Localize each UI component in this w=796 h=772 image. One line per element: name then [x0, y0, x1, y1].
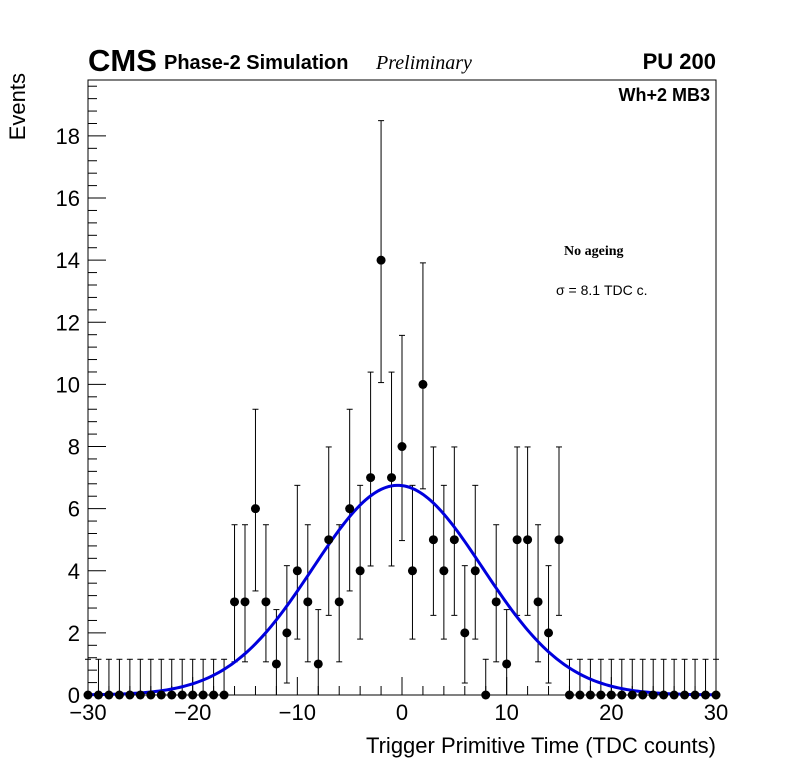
data-point: [313, 659, 323, 669]
y-tick-label: 12: [56, 310, 80, 335]
simulation-label: Phase-2 Simulation: [164, 52, 349, 74]
data-point: [460, 628, 470, 638]
data-point: [177, 690, 187, 700]
data-point: [282, 628, 292, 638]
data-point: [481, 690, 491, 700]
data-point: [470, 566, 480, 576]
data-point: [680, 690, 690, 700]
data-point: [544, 628, 554, 638]
data-point: [167, 690, 177, 700]
data-point: [648, 690, 658, 700]
data-point: [502, 659, 512, 669]
data-point: [512, 535, 522, 545]
y-tick-label: 6: [68, 497, 80, 522]
data-point: [439, 566, 449, 576]
data-point: [387, 473, 397, 483]
cms-label: CMS: [88, 43, 157, 78]
data-point: [303, 597, 313, 607]
x-tick-label: −20: [174, 700, 211, 725]
data-point: [638, 690, 648, 700]
axis-ticks: −30 −20 −10 0 10 20 30 0 2 4 6 8 10 12 14 16 18: [56, 85, 728, 725]
data-point: [554, 535, 564, 545]
data-point: [334, 597, 344, 607]
y-tick-label: 16: [56, 186, 80, 211]
data-point: [261, 597, 271, 607]
data-point: [324, 535, 334, 545]
y-tick-label: 8: [68, 435, 80, 460]
y-tick-label: 4: [68, 559, 80, 584]
x-tick-label: 20: [599, 700, 623, 725]
y-tick-label: 2: [68, 621, 80, 646]
data-point: [407, 566, 417, 576]
preliminary-label: Preliminary: [375, 52, 472, 74]
y-tick-label: 0: [68, 683, 80, 708]
y-axis-title: Events: [5, 73, 30, 140]
data-point: [188, 690, 198, 700]
data-point: [418, 379, 428, 389]
data-point: [125, 690, 135, 700]
data-point: [690, 690, 700, 700]
data-point: [659, 690, 669, 700]
x-tick-label: −30: [69, 700, 106, 725]
data-point: [669, 690, 679, 700]
data-point: [198, 690, 208, 700]
data-point: [156, 690, 166, 700]
data-point: [606, 690, 616, 700]
data-point: [230, 597, 240, 607]
data-point: [711, 690, 721, 700]
data-point: [617, 690, 627, 700]
x-tick-label: 30: [704, 700, 728, 725]
data-point: [146, 690, 156, 700]
data-point: [250, 504, 260, 514]
data-point: [585, 690, 595, 700]
data-point: [355, 566, 365, 576]
x-axis-title: Trigger Primitive Time (TDC counts): [366, 733, 716, 758]
data-point: [292, 566, 302, 576]
y-tick-label: 14: [56, 248, 80, 273]
data-point: [596, 690, 606, 700]
data-point: [345, 504, 355, 514]
data-point: [271, 659, 281, 669]
y-tick-label: 10: [56, 372, 80, 397]
data-point: [575, 690, 585, 700]
data-point: [93, 690, 103, 700]
data-point: [104, 690, 114, 700]
data-point: [219, 690, 229, 700]
data-point: [533, 597, 543, 607]
error-bars: [83, 120, 721, 696]
data-markers: [83, 255, 721, 700]
data-point: [701, 690, 711, 700]
y-tick-label: 18: [56, 124, 80, 149]
ageing-annotation: No ageing: [564, 244, 624, 259]
data-point: [83, 690, 93, 700]
data-point: [564, 690, 574, 700]
x-tick-label: 0: [396, 700, 408, 725]
data-point: [491, 597, 501, 607]
data-point: [627, 690, 637, 700]
data-point: [114, 690, 124, 700]
gaussian-fit-line: [87, 483, 717, 697]
pileup-label: PU 200: [643, 49, 716, 74]
data-point: [428, 535, 438, 545]
data-point: [523, 535, 533, 545]
data-point: [135, 690, 145, 700]
data-point: [397, 442, 407, 452]
data-point: [366, 473, 376, 483]
data-point: [240, 597, 250, 607]
x-tick-label: 10: [494, 700, 518, 725]
data-point: [376, 255, 386, 265]
x-tick-label: −10: [279, 700, 316, 725]
data-point: [209, 690, 219, 700]
sigma-annotation: σ = 8.1 TDC c.: [556, 282, 648, 298]
data-point: [449, 535, 459, 545]
station-label: Wh+2 MB3: [618, 85, 710, 105]
